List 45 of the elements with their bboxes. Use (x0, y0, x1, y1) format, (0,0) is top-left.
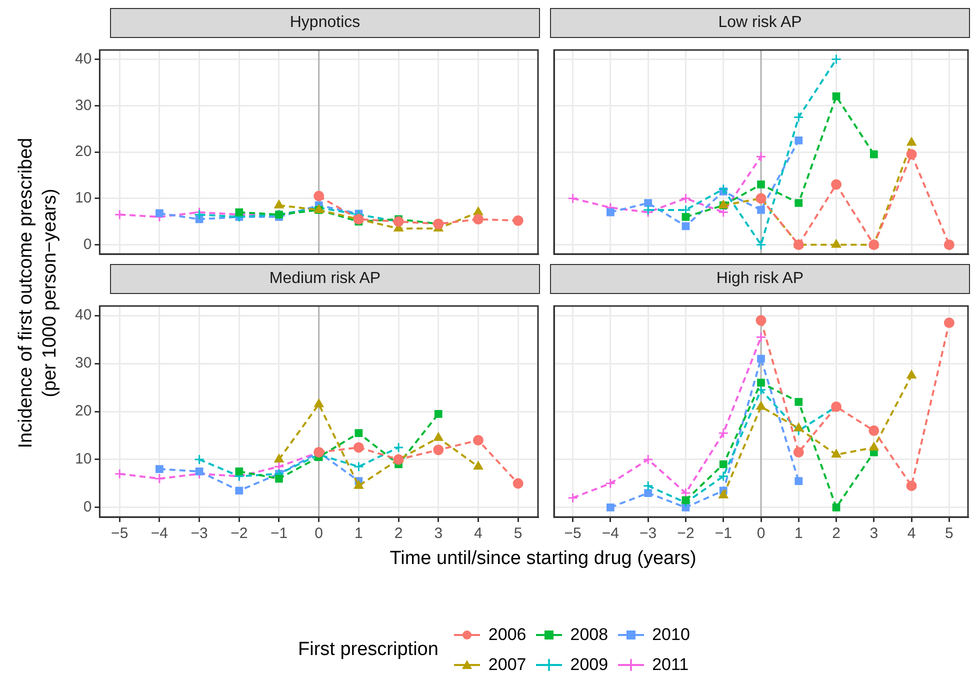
x-tick-label: 1 (354, 525, 363, 542)
chart-title: Low risk AP (550, 8, 970, 38)
x-tick-label: −3 (640, 525, 657, 542)
x-tick-label: 4 (907, 525, 916, 542)
x-tick-label: 2 (394, 525, 403, 542)
y-tick-label: 20 (74, 143, 92, 160)
x-tick-label: −2 (677, 525, 694, 542)
y-tick-label: 0 (83, 236, 92, 253)
x-tick-label: −5 (564, 525, 582, 542)
x-tick-label: −1 (714, 525, 732, 542)
x-tick-label: −2 (230, 525, 248, 542)
y-tick-label: 20 (74, 402, 92, 420)
y-tick-label: 40 (74, 50, 92, 68)
y-tick-label: 10 (74, 190, 92, 207)
x-axis-title: Time until/since starting drug (years) (388, 548, 698, 570)
legend-label: 2007 (488, 655, 526, 675)
x-tick-label: 0 (314, 525, 324, 542)
x-tick-label: 2 (832, 525, 840, 542)
y-tick-label: 0 (83, 498, 92, 516)
chart-title: Medium risk AP (110, 264, 540, 294)
y-tick-label: 30 (74, 354, 92, 372)
x-tick-label: −4 (150, 525, 168, 542)
chart-title: Hypnotics (110, 8, 540, 38)
y-axis-title: Incidence of first outcome prescribed (per 1000 person−years) (14, 138, 61, 448)
chart-title: High risk AP (550, 264, 970, 294)
legend-label: 2009 (570, 655, 608, 675)
x-tick-label: −4 (602, 525, 620, 542)
legend-label: 2008 (570, 625, 608, 645)
legend-label: 2006 (488, 625, 526, 645)
x-tick-label: −5 (111, 525, 128, 542)
x-tick-label: 5 (514, 525, 522, 542)
legend-title: First prescription (298, 639, 438, 661)
x-tick-label: 5 (945, 525, 954, 542)
x-tick-label: −3 (190, 525, 208, 542)
x-tick-label: −1 (270, 525, 288, 542)
x-tick-label: 3 (870, 525, 878, 542)
y-tick-label: 30 (74, 96, 92, 114)
y-tick-label: 10 (74, 450, 92, 468)
y-tick-label: 40 (74, 306, 92, 324)
x-tick-label: 0 (756, 525, 766, 542)
legend-label: 2011 (652, 655, 689, 675)
x-tick-label: 3 (434, 525, 443, 542)
x-tick-label: 1 (794, 525, 803, 542)
legend-label: 2010 (652, 625, 690, 645)
x-tick-label: 4 (474, 525, 482, 542)
